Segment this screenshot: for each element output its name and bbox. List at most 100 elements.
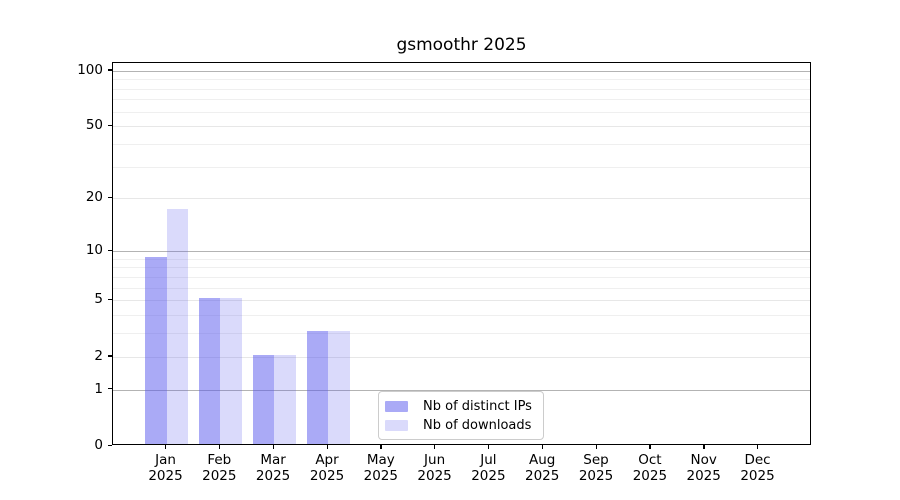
x-tick-year-may: 2025 [363, 468, 398, 484]
x-tick-year-oct: 2025 [632, 468, 668, 484]
bar-distinct-ips-feb [198, 298, 221, 444]
x-tick-year-nov: 2025 [686, 468, 721, 484]
x-tick-label-may: May 2025 [349, 452, 413, 484]
x-tick-dec [757, 445, 759, 449]
x-tick-month-oct: Oct [638, 452, 662, 468]
y-tick-1 [108, 388, 112, 390]
y-tick-label-2: 2 [94, 347, 103, 364]
x-tick-month-may: May [366, 452, 395, 468]
x-tick-mar [272, 445, 274, 449]
x-tick-label-dec: Dec 2025 [726, 452, 790, 484]
y-tick-label-10: 10 [85, 242, 103, 258]
gridline-90 [113, 79, 810, 81]
legend-swatch-downloads [385, 419, 408, 431]
x-tick-label-jan: Jan 2025 [134, 452, 198, 484]
bar-distinct-ips-mar [252, 354, 275, 444]
gridline-20 [113, 198, 810, 200]
y-tick-0 [108, 444, 112, 446]
x-tick-month-dec: Dec [744, 452, 771, 468]
x-tick-label-jul: Jul 2025 [456, 452, 520, 484]
legend-swatch-distinct-ips [385, 400, 408, 412]
x-tick-apr [326, 445, 328, 449]
bar-distinct-ips-jan [145, 256, 167, 444]
x-tick-year-mar: 2025 [255, 468, 291, 484]
gridline-60 [113, 111, 810, 113]
x-tick-month-jul: Jul [480, 452, 497, 468]
gridline-6 [113, 287, 810, 289]
x-tick-jul [487, 445, 490, 449]
bar-distinct-ips-apr [306, 331, 328, 444]
x-tick-month-nov: Nov [690, 452, 717, 468]
x-tick-year-jun: 2025 [417, 468, 452, 484]
gridline-5 [113, 300, 810, 302]
y-tick-label-100: 100 [77, 61, 103, 78]
x-tick-label-sep: Sep 2025 [564, 452, 628, 484]
x-tick-jun [434, 445, 436, 449]
x-tick-feb [218, 445, 221, 449]
x-tick-oct [649, 445, 651, 449]
x-tick-month-feb: Feb [207, 452, 232, 468]
x-tick-month-apr: Apr [315, 452, 339, 468]
x-tick-label-feb: Feb 2025 [187, 452, 251, 484]
x-tick-label-jun: Jun 2025 [403, 452, 467, 484]
legend-entry-downloads: Nb of downloads [385, 417, 532, 433]
x-tick-month-jan: Jan [155, 452, 176, 468]
legend-label-distinct-ips: Nb of distinct IPs [423, 398, 532, 414]
bar-downloads-mar [274, 354, 296, 444]
gridline-10 [113, 251, 810, 252]
x-tick-aug [541, 445, 544, 449]
x-tick-month-mar: Mar [260, 452, 286, 468]
plot-area [112, 62, 811, 445]
gridline-50 [113, 126, 810, 128]
y-tick-10 [108, 249, 112, 251]
y-tick-2 [108, 355, 112, 357]
x-tick-label-apr: Apr 2025 [295, 452, 359, 484]
y-tick-5 [108, 298, 112, 301]
gridline-40 [113, 144, 810, 145]
gridline-30 [113, 166, 810, 168]
bar-downloads-apr [328, 331, 350, 444]
x-tick-year-apr: 2025 [309, 468, 345, 484]
y-tick-100 [108, 69, 112, 71]
x-tick-label-nov: Nov 2025 [672, 452, 736, 484]
y-tick-label-50: 50 [85, 117, 103, 134]
gridline-4 [113, 315, 810, 317]
x-tick-year-sep: 2025 [578, 468, 614, 484]
y-tick-20 [108, 196, 112, 199]
x-tick-month-jun: Jun [424, 452, 446, 468]
y-tick-label-5: 5 [94, 291, 103, 308]
x-tick-year-aug: 2025 [525, 468, 560, 484]
x-tick-year-jan: 2025 [148, 468, 183, 484]
gridline-7 [113, 276, 810, 278]
gridline-8 [113, 267, 810, 269]
y-tick-label-0: 0 [94, 437, 103, 453]
x-tick-label-oct: Oct 2025 [618, 452, 682, 484]
legend-entry-distinct-ips: Nb of distinct IPs [385, 398, 532, 414]
gridline-100 [113, 70, 810, 72]
bar-downloads-feb [220, 298, 242, 444]
x-tick-label-aug: Aug 2025 [510, 452, 574, 484]
x-tick-nov [703, 445, 705, 449]
x-tick-label-mar: Mar 2025 [241, 452, 305, 484]
y-tick-50 [108, 124, 112, 127]
gridline-2 [113, 356, 810, 358]
y-tick-label-20: 20 [85, 189, 103, 206]
gridline-70 [113, 99, 810, 101]
x-tick-year-jul: 2025 [471, 468, 506, 484]
legend: Nb of distinct IPs Nb of downloads [378, 391, 544, 440]
gridline-3 [113, 333, 810, 335]
x-tick-year-feb: 2025 [202, 468, 237, 484]
x-tick-month-sep: Sep [583, 452, 609, 468]
gridline-1 [113, 389, 810, 391]
y-tick-label-1: 1 [94, 380, 103, 397]
bar-downloads-jan [166, 208, 188, 444]
gridline-9 [113, 258, 810, 260]
x-tick-sep [595, 445, 597, 449]
x-tick-year-dec: 2025 [740, 468, 775, 484]
x-tick-jan [165, 445, 167, 449]
chart-title: gsmoothr 2025 [396, 35, 527, 55]
gridline-80 [113, 88, 810, 90]
legend-label-downloads: Nb of downloads [423, 417, 532, 433]
x-tick-month-aug: Aug [529, 452, 556, 468]
